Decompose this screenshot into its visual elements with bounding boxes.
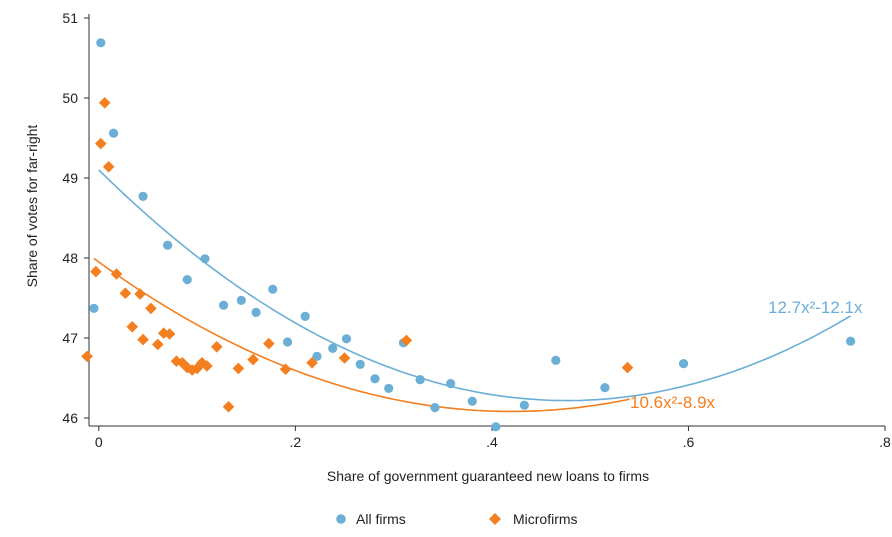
data-point [137,333,149,346]
data-point [196,357,208,369]
data-point [200,254,210,264]
x-tick-label: 0 [95,434,103,450]
data-point [282,337,293,347]
data-point [467,396,477,406]
data-point [81,350,93,363]
legend-label: Microfirms [513,511,578,527]
data-point [247,353,259,366]
legend-marker [489,513,501,525]
data-points [81,38,856,432]
data-point [263,337,275,350]
data-point [201,360,213,372]
data-point [306,357,318,369]
data-point [491,422,501,432]
data-point [182,275,192,285]
fit-equation-label: 10.6x²-8.9x [630,393,716,412]
x-tick-label: .4 [486,434,498,450]
data-point [341,334,352,344]
data-point [108,128,119,138]
data-point [163,328,176,340]
data-point [94,137,107,150]
data-point [384,383,394,393]
fit-curve [93,257,630,413]
y-tick-label: 51 [62,10,78,26]
x-tick-label: .2 [290,434,302,450]
data-point [163,240,173,250]
data-point [430,403,440,413]
data-point [236,295,246,305]
fit-equation-label: 12.7x²-12.1x [768,298,863,317]
data-point [126,321,139,333]
data-point [98,97,111,109]
legend-marker [336,514,346,524]
legend-item: All firms [336,511,406,527]
data-point [338,352,351,364]
data-point [519,400,529,410]
legend-item: Microfirms [489,511,578,527]
x-tick-label: .6 [683,434,695,450]
x-tick-label: .8 [879,434,891,450]
fit-labels: 12.7x²-12.1x 10.6x²-8.9x [630,298,863,412]
data-point [210,341,223,353]
data-point [232,362,245,375]
data-point [355,359,365,369]
axes: 46 47 48 49 50 51 0 .2 .4 .6 .8 [62,10,891,450]
data-point [102,161,115,173]
data-point [251,307,261,317]
data-point [138,191,148,201]
y-tick-label: 49 [62,170,78,186]
fit-curves [93,169,852,413]
data-point [279,363,292,375]
data-point [415,375,425,385]
data-point [400,334,413,347]
data-point [300,311,310,321]
data-point [328,343,338,353]
data-point [268,284,278,294]
y-tick-label: 48 [62,250,78,266]
legend-label: All firms [356,511,406,527]
data-point [110,268,123,280]
data-point [119,287,132,299]
data-point [621,361,634,374]
data-point [134,288,146,300]
data-point [551,355,561,365]
data-point [846,336,856,346]
fit-curve [98,169,852,402]
y-tick-label: 47 [62,330,78,346]
data-point [145,302,157,315]
y-tick-label: 50 [62,90,78,106]
data-point [89,303,99,313]
data-point [678,359,689,369]
data-point [370,374,380,384]
data-point [157,327,170,339]
data-point [151,338,164,351]
data-point [176,357,189,369]
data-point [90,265,102,278]
y-tick-label: 46 [62,410,78,426]
data-point [219,300,229,310]
x-axis-label: Share of government guaranteed new loans… [327,468,649,484]
data-point [312,351,322,361]
y-axis-label: Share of votes for far-right [24,125,40,288]
data-point [96,38,106,48]
data-point [600,383,610,393]
data-point [446,379,456,389]
legend: All firms Microfirms [336,511,578,527]
data-point [222,401,235,413]
